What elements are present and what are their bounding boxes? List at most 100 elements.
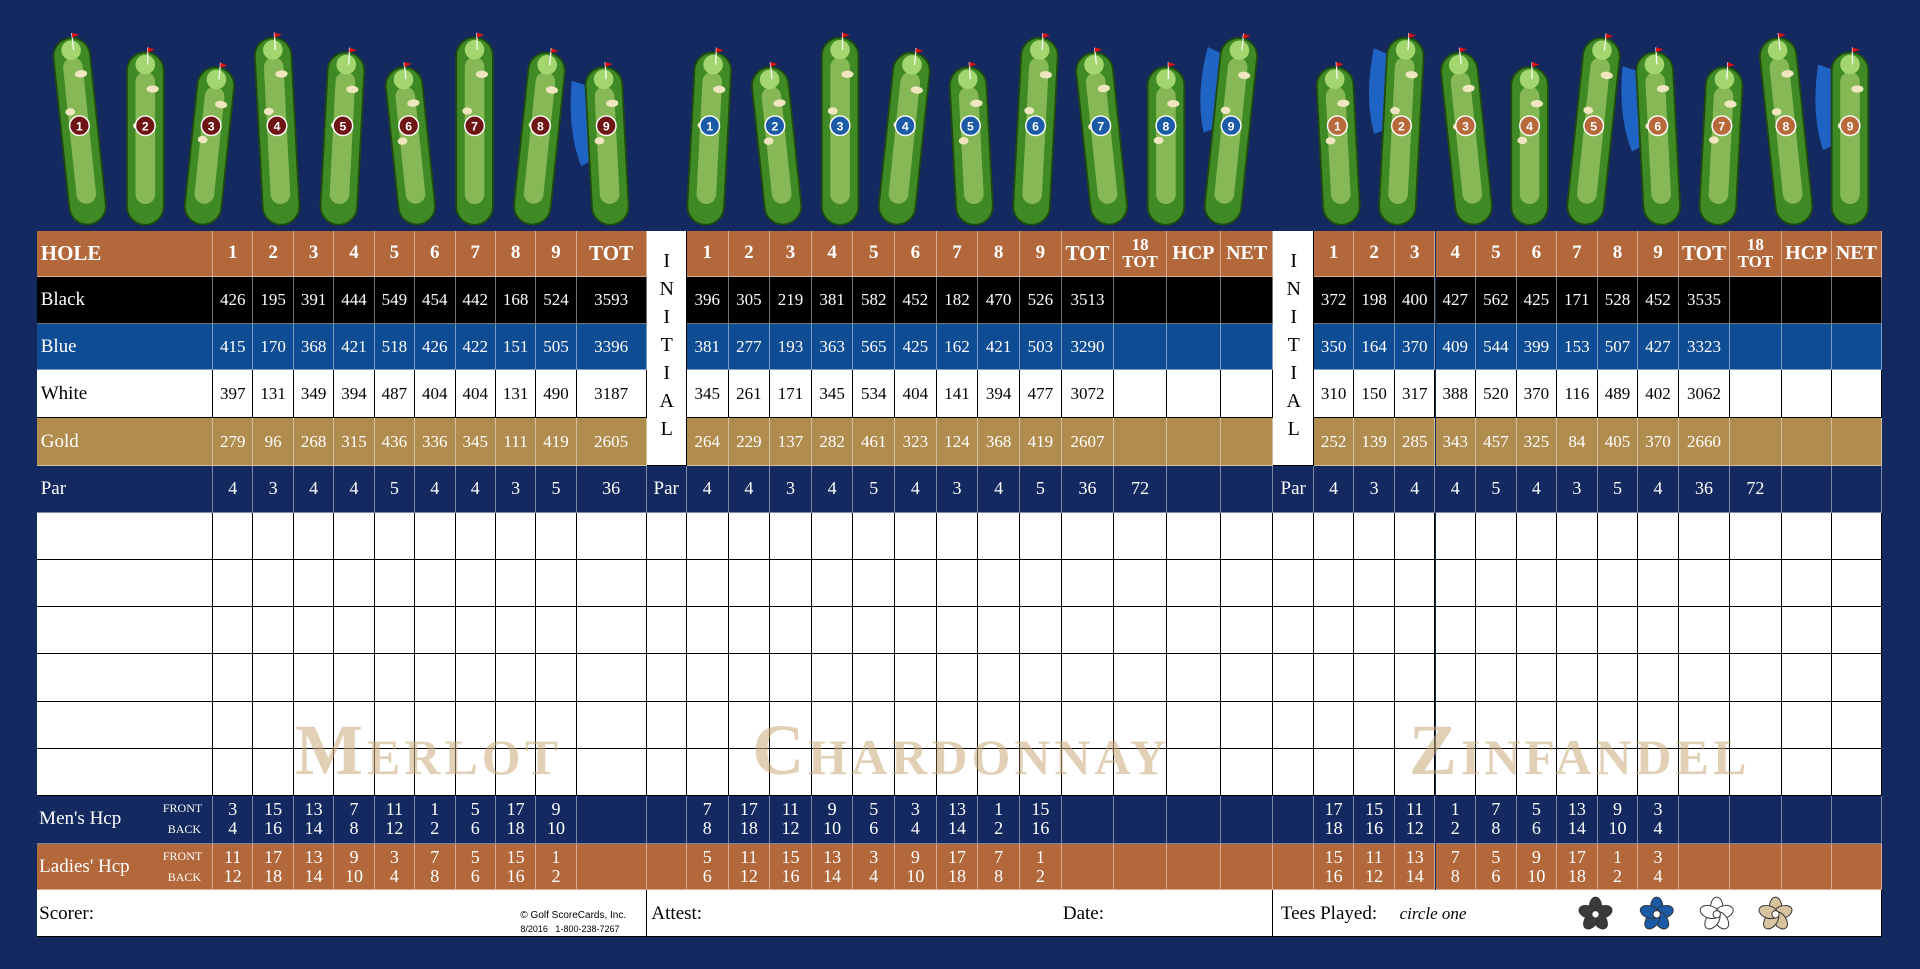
yardage: 391 [293, 277, 335, 324]
yardage: 368 [978, 418, 1020, 467]
sand [1583, 106, 1594, 115]
rough [820, 36, 860, 226]
extra-cell [1166, 418, 1221, 467]
score-name-cell [36, 748, 214, 797]
score-cell [1476, 512, 1517, 560]
flag [1605, 33, 1614, 39]
yardage: 426 [213, 277, 254, 324]
fairway [594, 86, 620, 205]
score-cell [686, 559, 729, 608]
fairway [135, 71, 156, 205]
score-cell [536, 512, 577, 560]
hcp-cell [1273, 843, 1314, 891]
hole-illustration [384, 62, 437, 226]
score-cell [770, 701, 812, 749]
hcp-cell: 11 12 [1394, 796, 1436, 844]
sand [1220, 106, 1231, 115]
hcp-front: 1 [1450, 799, 1460, 820]
rough [1203, 37, 1259, 226]
fairway [1022, 57, 1049, 205]
hcp-front: 15 [1365, 799, 1384, 820]
course-name: Merlot [295, 709, 563, 790]
flag [1243, 33, 1251, 39]
score-cell [686, 748, 729, 797]
hole-illustration [1698, 62, 1744, 226]
sand [215, 100, 228, 109]
score-cell [1220, 748, 1274, 797]
score-cell [1831, 559, 1883, 608]
sand [74, 70, 88, 78]
hcp-back: 14 [823, 865, 842, 886]
par-label: Par [646, 466, 687, 513]
yardage: 381 [811, 277, 854, 324]
yardage: 345 [686, 370, 729, 419]
hcp-cell: 13 14 [936, 796, 979, 844]
hcp-cell: 17 18 [495, 796, 537, 844]
flag-pole [218, 62, 222, 80]
hole-illustration [1075, 47, 1129, 226]
hole-illustration [455, 32, 494, 226]
flag [1727, 62, 1736, 68]
hcp-back: 18 [948, 865, 967, 886]
score-cell [1516, 748, 1558, 797]
hole-marker [1519, 115, 1541, 137]
yardage: 219 [770, 277, 812, 324]
par: 4 [334, 466, 375, 513]
hole-marker [1711, 115, 1733, 137]
score-cell [253, 607, 294, 655]
fairway [1085, 72, 1118, 204]
score-cell [455, 559, 496, 608]
hcp-cell: 9 10 [1597, 796, 1639, 844]
rough [126, 51, 165, 226]
flag [147, 47, 156, 53]
par: 5 [536, 466, 577, 513]
sand [1097, 84, 1110, 93]
hole-marker [1220, 115, 1242, 137]
yardage: 544 [1476, 323, 1517, 371]
score-cell [536, 748, 577, 797]
score-cell [455, 654, 496, 702]
flag [1852, 47, 1860, 53]
hcp-front: 9 [551, 799, 561, 820]
yardage: 84 [1557, 418, 1598, 467]
yardage: 477 [1020, 370, 1062, 419]
score-cell [253, 654, 294, 702]
extra-cell [1831, 418, 1883, 467]
hole-marker-number: 3 [208, 120, 215, 134]
score-cell [1220, 654, 1274, 702]
date-label: Date: [1062, 902, 1104, 924]
hcp-front: 17 [1567, 846, 1586, 867]
fairway [958, 86, 984, 205]
score-cell [495, 701, 537, 749]
hcp-front: 1 [994, 799, 1004, 820]
hole-number: 1 [686, 230, 729, 278]
hcp-front: 13 [1405, 846, 1424, 867]
hole-marker-number: 6 [1654, 120, 1661, 134]
score-cell [1435, 512, 1477, 560]
score-cell [1114, 512, 1167, 560]
hcp-cell [1114, 796, 1167, 844]
rough [877, 51, 931, 226]
green [393, 69, 414, 90]
score-cell [1516, 654, 1558, 702]
flag-pole [1093, 47, 1098, 65]
flag-pole [1603, 33, 1607, 51]
score-cell [853, 701, 896, 749]
extra-cell [1114, 277, 1167, 324]
yardage: 520 [1476, 370, 1517, 419]
score-cell [1730, 607, 1782, 655]
score-cell [1557, 559, 1598, 608]
sand [606, 99, 619, 108]
yardage: 518 [374, 323, 416, 371]
hcp-front: 11 [1406, 799, 1424, 820]
hcp-cell: 15 16 [1020, 796, 1062, 844]
score-cell [334, 701, 375, 749]
rough [253, 36, 301, 226]
footer-cell [36, 890, 647, 938]
